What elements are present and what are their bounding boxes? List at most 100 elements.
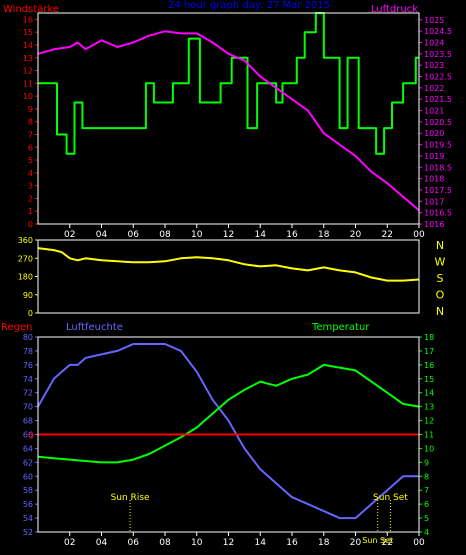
y-tick-label: 1018.5	[424, 163, 452, 172]
y-tick-label: 1024.5	[424, 27, 452, 36]
y-tick-label: 62	[23, 458, 33, 467]
x-tick-label: 02	[64, 538, 75, 548]
y-tick-label: 10	[424, 444, 434, 453]
middle-panel-frame	[37, 239, 420, 314]
y-tick-label: 9	[424, 458, 429, 467]
y-tick-label: 70	[23, 403, 33, 412]
humidity-temperature-panel: Regen Luftfeuchte Temperatur 52545658606…	[1, 322, 434, 548]
y-tick-label: 1020.5	[424, 118, 452, 127]
y-tick-label: 1025	[424, 16, 444, 25]
y-tick-label: 4	[28, 169, 33, 178]
y-tick-label: 14	[23, 41, 33, 50]
x-tick-label: 08	[159, 230, 171, 240]
sun-annotation: Sun Set	[373, 493, 408, 503]
y-tick-label: 1020	[424, 129, 444, 138]
y-tick-label: 1022.5	[424, 73, 452, 82]
y-tick-label: 10	[23, 92, 33, 101]
rain-zero-label: 0	[28, 432, 34, 442]
compass-label: W	[435, 256, 446, 269]
y-tick-label: 17	[424, 347, 434, 356]
x-tick-label: 14	[255, 538, 267, 548]
y-tick-label: 15	[23, 28, 33, 37]
humidity-y-ticks: 52 54 56 58 60 62 64 66 68 70 72 74 76 78 80	[23, 333, 38, 537]
y-tick-label: 13	[424, 403, 434, 412]
sun-annotation: Sun Rise	[111, 493, 150, 503]
y-tick-label: 6	[424, 500, 429, 509]
y-tick-label: 68	[23, 417, 33, 426]
y-tick-label: 2	[28, 194, 33, 203]
y-tick-label: 12	[424, 417, 434, 426]
y-tick-label: 76	[23, 361, 33, 370]
top-panel-frame	[37, 12, 420, 225]
bottom-panel-frame	[37, 336, 420, 533]
y-tick-label: 11	[23, 79, 33, 88]
y-tick-label: 90	[23, 291, 33, 300]
y-tick-label: 78	[23, 347, 33, 356]
y-tick-label: 270	[18, 254, 33, 263]
y-tick-label: 1019	[424, 152, 444, 161]
humidity-series-line	[37, 343, 419, 520]
y-tick-label: 18	[424, 333, 434, 342]
x-tick-label: 14	[255, 230, 267, 240]
y-tick-label: 6	[28, 143, 33, 152]
y-tick-label: 12	[23, 67, 33, 76]
y-tick-label: 1022	[424, 84, 444, 93]
x-tick-label: 02	[64, 230, 75, 240]
y-tick-label: 52	[23, 528, 33, 537]
y-tick-label: 14	[424, 389, 434, 398]
x-tick-label: 04	[96, 538, 108, 548]
pressure-axis-label: Luftdruck	[371, 4, 418, 15]
sun-annotation: Sun Set	[362, 536, 393, 545]
wind-series-line	[38, 12, 419, 155]
y-tick-label: 9	[28, 105, 33, 114]
y-tick-label: 8	[424, 472, 429, 481]
y-tick-label: 13	[23, 54, 33, 63]
wind-axis-label: Windstärke	[3, 4, 59, 15]
x-tick-label: 16	[286, 230, 298, 240]
y-tick-label: 7	[28, 130, 33, 139]
x-tick-label: 06	[128, 230, 140, 240]
x-tick-label: 20	[350, 230, 362, 240]
y-tick-label: 0	[28, 220, 33, 229]
x-tick-label: 00	[413, 538, 425, 548]
y-tick-label: 1023	[424, 61, 444, 70]
y-tick-label: 58	[23, 486, 33, 495]
y-tick-label: 1016	[424, 220, 444, 229]
x-tick-label: 16	[286, 538, 298, 548]
y-tick-label: 64	[23, 444, 33, 453]
x-tick-label: 08	[159, 538, 171, 548]
humidity-label: Luftfeuchte	[66, 322, 123, 333]
top-x-ticks: 02 04 06 08 10 12 14 16 18 20 22 00	[64, 224, 425, 240]
y-tick-label: 60	[23, 472, 33, 481]
y-tick-label: 56	[23, 500, 33, 509]
x-tick-label: 18	[318, 230, 330, 240]
y-tick-label: 4	[424, 528, 429, 537]
x-tick-label: 12	[223, 538, 234, 548]
pressure-y-ticks: 1016 1016.5 1017 1017.5 1018 1018.5 1019 1019.5…	[419, 16, 452, 229]
chart-title: 24 hour graph day: 27 Mar 2015	[168, 0, 330, 11]
y-tick-label: 8	[28, 118, 33, 127]
temperature-y-ticks: 4 5 6 7 8 9 10 11 12 13 14 15 16 17 18	[419, 333, 434, 537]
y-tick-label: 15	[424, 375, 434, 384]
y-tick-label: 66	[23, 431, 33, 440]
x-tick-label: 22	[382, 538, 393, 548]
x-tick-label: 12	[223, 230, 234, 240]
x-tick-label: 00	[413, 230, 425, 240]
y-tick-label: 16	[23, 15, 33, 24]
y-tick-label: 1016.5	[424, 209, 452, 218]
x-tick-label: 18	[318, 538, 330, 548]
y-tick-label: 0	[28, 309, 33, 318]
bottom-x-ticks: 02 04 06 08 10 12 14 16 18 20 22 00	[64, 532, 425, 548]
compass-label: N	[436, 239, 444, 252]
temperature-series-line	[37, 363, 420, 464]
y-tick-label: 1021.5	[424, 95, 452, 104]
temperature-label: Temperatur	[311, 322, 370, 333]
x-tick-label: 20	[350, 538, 362, 548]
top-series	[37, 12, 420, 212]
y-tick-label: 3	[28, 182, 33, 191]
y-tick-label: 5	[424, 514, 429, 523]
